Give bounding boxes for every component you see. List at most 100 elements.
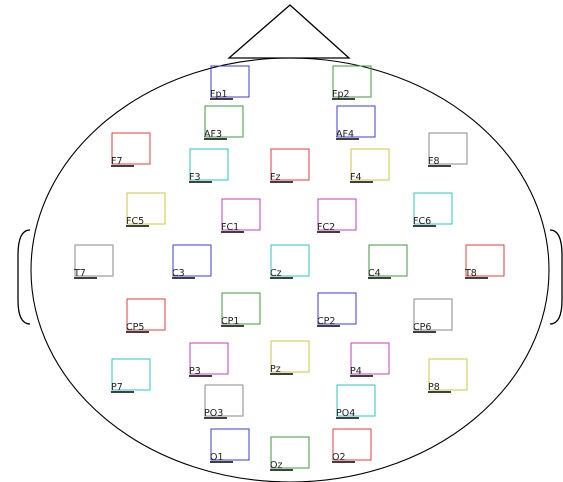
electrode-f3: F3: [189, 148, 229, 183]
electrode-group: Fp1 Fp2 AF3 AF4 F7 F8 F3 Fz F4 FC5 FC1 FC2 FC6 T7 C3 Cz…: [73, 65, 505, 471]
electrode-cp6: CP6: [413, 298, 453, 333]
electrode-c3: C3: [172, 244, 212, 279]
electrode-cz: Cz: [270, 244, 310, 279]
electrode-fc5: FC5: [126, 192, 166, 227]
electrode-fz: Fz: [270, 148, 310, 183]
electrode-label: CP1: [221, 316, 239, 327]
electrode-box: [189, 148, 229, 181]
electrode-label: P7: [111, 382, 123, 393]
electrode-p3: P3: [189, 342, 229, 377]
electrode-box: [221, 292, 261, 325]
electrode-f7: F7: [111, 132, 151, 167]
electrode-box: [270, 436, 310, 469]
electrode-label: FC1: [221, 222, 239, 233]
electrode-cp5: CP5: [126, 298, 166, 333]
electrode-po3: PO3: [204, 384, 244, 419]
electrode-box: [336, 105, 376, 138]
electrode-o1: O1: [210, 428, 250, 463]
electrode-box: [368, 244, 408, 277]
electrode-box: [413, 298, 453, 331]
electrode-box: [270, 148, 310, 181]
electrode-label: PO3: [204, 408, 223, 419]
left-ear: [17, 229, 31, 325]
head-outline: [30, 57, 550, 482]
electrode-label: PO4: [336, 408, 355, 419]
electrode-p7: P7: [111, 358, 151, 393]
electrode-box: [336, 384, 376, 417]
nose: [227, 4, 351, 59]
electrode-p4: P4: [350, 342, 390, 377]
electrode-box: [204, 384, 244, 417]
electrode-label: Fz: [270, 172, 280, 183]
electrode-box: [332, 65, 372, 98]
electrode-label: AF3: [204, 129, 222, 140]
electrode-box: [350, 342, 390, 375]
electrode-af3: AF3: [204, 105, 244, 140]
electrode-oz: Oz: [270, 436, 310, 471]
electrode-box: [189, 342, 229, 375]
right-ear: [549, 229, 563, 325]
electrode-c4: C4: [368, 244, 408, 279]
electrode-box: [317, 292, 357, 325]
electrode-o2: O2: [332, 428, 372, 463]
electrode-label: F8: [428, 156, 440, 167]
electrode-cp1: CP1: [221, 292, 261, 327]
electrode-label: CP6: [413, 322, 431, 333]
electrode-f4: F4: [350, 148, 390, 183]
electrode-po4: PO4: [336, 384, 376, 419]
electrode-box: [74, 244, 114, 277]
electrode-label: C3: [172, 268, 185, 279]
electrode-label: CP5: [126, 322, 144, 333]
electrode-t7: T7: [73, 244, 114, 279]
electrode-label: P8: [428, 382, 440, 393]
electrode-label: O2: [332, 452, 346, 463]
electrode-label: T7: [73, 268, 86, 279]
electrode-label: C4: [368, 268, 381, 279]
electrode-fc6: FC6: [413, 192, 453, 227]
electrode-box: [317, 198, 357, 231]
electrode-box: [428, 132, 468, 165]
electrode-f8: F8: [428, 132, 468, 167]
electrode-fc1: FC1: [221, 198, 261, 233]
electrode-box: [350, 148, 390, 181]
electrode-label: AF4: [336, 129, 354, 140]
electrode-label: Fp2: [332, 89, 350, 100]
electrode-box: [428, 358, 468, 391]
electrode-fp2: Fp2: [332, 65, 372, 100]
electrode-label: T8: [464, 268, 477, 279]
electrode-box: [111, 132, 151, 165]
electrode-box: [270, 340, 310, 373]
electrode-label: FC5: [126, 216, 144, 227]
electrode-label: F3: [189, 172, 201, 183]
electrode-box: [204, 105, 244, 138]
electrode-fp1: Fp1: [210, 65, 250, 100]
electrode-t8: T8: [464, 244, 505, 279]
electrode-box: [413, 192, 453, 225]
electrode-box: [172, 244, 212, 277]
electrode-af4: AF4: [336, 105, 376, 140]
electrode-box: [465, 244, 505, 277]
electrode-fc2: FC2: [317, 198, 357, 233]
electrode-label: Cz: [270, 268, 282, 279]
electrode-label: F4: [350, 172, 362, 183]
electrode-label: FC2: [317, 222, 335, 233]
electrode-box: [126, 298, 166, 331]
electrode-box: [270, 244, 310, 277]
electrode-label: P3: [189, 366, 201, 377]
electrode-label: F7: [111, 156, 123, 167]
electrode-label: Oz: [270, 460, 282, 471]
electrode-box: [332, 428, 372, 461]
electrode-label: P4: [350, 366, 362, 377]
electrode-label: Fp1: [210, 89, 228, 100]
electrode-box: [221, 198, 261, 231]
electrode-label: O1: [210, 452, 224, 463]
electrode-label: CP2: [317, 316, 335, 327]
electrode-label: FC6: [413, 216, 431, 227]
electrode-box: [126, 192, 166, 225]
electrode-p8: P8: [428, 358, 468, 393]
electrode-cp2: CP2: [317, 292, 357, 327]
electrode-box: [111, 358, 151, 391]
electrode-pz: Pz: [270, 340, 310, 375]
